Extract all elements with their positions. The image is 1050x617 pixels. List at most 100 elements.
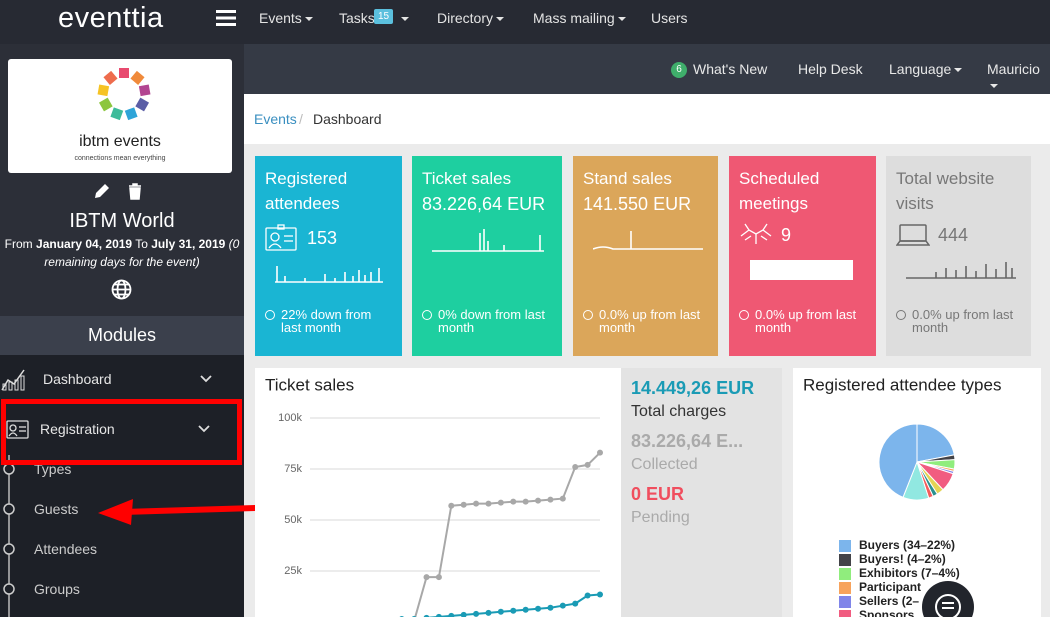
nav-item[interactable]: Mass mailing: [533, 10, 626, 26]
point: [535, 497, 542, 504]
point: [460, 611, 467, 617]
event-dates: From January 04, 2019 To July 31, 2019 (…: [0, 235, 244, 271]
sidebar-menu: [0, 355, 244, 617]
globe-icon[interactable]: [111, 279, 132, 300]
submenu-item[interactable]: Types: [34, 461, 72, 477]
card-title: Ticket sales: [422, 169, 512, 188]
point: [448, 612, 455, 617]
card-icon: [896, 224, 930, 246]
to-label: To: [135, 237, 148, 251]
edit-icons[interactable]: [93, 182, 145, 200]
point: [497, 499, 504, 506]
point: [584, 592, 591, 599]
sub-item[interactable]: Mauricio: [987, 61, 1050, 93]
sub-item[interactable]: Help Desk: [798, 61, 863, 77]
point: [559, 602, 566, 609]
point: [423, 614, 430, 617]
card-icon: [265, 224, 297, 251]
stat-card[interactable]: Ticket sales 83.226,64 EUR 0% down from …: [412, 156, 562, 356]
submenu-tree: [3, 455, 15, 617]
stat-card[interactable]: Scheduled meetings 9 0.0% up from last m…: [729, 156, 876, 356]
card-value: 83.226,64 EUR: [422, 194, 546, 214]
breadcrumb-link[interactable]: Events: [254, 111, 297, 127]
caret[interactable]: [398, 10, 409, 26]
stat-card[interactable]: Stand sales 141.550 EUR 0.0% up from las…: [573, 156, 718, 356]
submenu-item[interactable]: Attendees: [34, 541, 98, 557]
legend-swatch: [839, 540, 851, 552]
from-label: From: [4, 237, 33, 251]
dashboard-icon: [1, 369, 25, 391]
modules-title: Modules: [0, 316, 244, 355]
series-line: [414, 451, 601, 617]
card-value: 153: [307, 228, 338, 248]
chevron[interactable]: [200, 375, 212, 383]
legend-swatch: [839, 582, 851, 594]
point: [559, 495, 566, 502]
nav-item[interactable]: Directory: [437, 10, 504, 26]
menu-item[interactable]: Dashboard: [43, 371, 112, 387]
sparkline: [432, 229, 544, 252]
sparkline-placeholder: [750, 260, 853, 280]
pie-chart: Registered attendee types Buyers (34–22%…: [803, 375, 1001, 617]
point: [423, 574, 430, 581]
stat-card[interactable]: Registered attendees 153 22% down from l…: [255, 156, 402, 356]
point: [572, 463, 579, 470]
point: [584, 461, 591, 468]
nav-item[interactable]: Events: [259, 10, 313, 26]
collected: 83.226,64 E...: [631, 431, 744, 451]
event-name: IBTM World: [69, 210, 175, 232]
point: [597, 449, 603, 456]
point: [597, 591, 603, 598]
legend-swatch: [839, 596, 851, 608]
stat-card[interactable]: Total website visits 444 0.0% up from la…: [886, 156, 1031, 356]
point: [535, 605, 542, 612]
legend-label: Buyers! (4–2%): [859, 552, 946, 566]
total-label: Total charges: [631, 403, 727, 420]
start-date: January 04, 2019: [36, 237, 133, 251]
sparkline: [593, 231, 703, 250]
point: [473, 610, 480, 617]
nav-item[interactable]: Tasks: [339, 10, 375, 26]
submenu-item[interactable]: Groups: [34, 581, 80, 597]
menu-item[interactable]: Registration: [40, 421, 115, 437]
card-title: Total website visits: [896, 169, 995, 213]
submenu-item[interactable]: Guests: [34, 501, 79, 517]
point: [497, 608, 504, 615]
nav-item[interactable]: Users: [651, 10, 688, 26]
legend-swatch: [839, 554, 851, 566]
chat-button[interactable]: [921, 580, 975, 617]
point: [510, 498, 517, 505]
registration-icon: [6, 420, 29, 439]
ticket-chart: Ticket sales 25k 50k 75k 100k: [265, 375, 603, 617]
pending-label: Pending: [631, 509, 690, 526]
legend-label: Sponsors: [859, 608, 915, 617]
point: [473, 500, 480, 507]
y-tick-label: 100k: [278, 412, 302, 424]
end-date: July 31, 2019: [151, 237, 226, 251]
logo-tagline: connections mean everything: [74, 155, 166, 162]
card-title: Registered attendees: [265, 169, 348, 213]
pie-slice: [878, 423, 918, 498]
breadcrumb-separator: /: [299, 111, 303, 127]
point: [547, 604, 554, 611]
sub-item[interactable]: What's New: [693, 61, 768, 77]
pie-slice: [916, 423, 955, 463]
card-icon: [740, 223, 772, 244]
news-badge: 6: [671, 62, 687, 78]
card-change: 0.0% up from last month: [912, 307, 1014, 335]
card-change: 0.0% up from last month: [755, 307, 857, 335]
top-bar: [0, 0, 1050, 44]
point: [485, 500, 492, 507]
sparkline: [906, 262, 1016, 279]
legend-swatch: [839, 568, 851, 580]
chevron[interactable]: [198, 425, 210, 433]
sparkline: [275, 266, 383, 283]
menu-toggle[interactable]: [216, 9, 237, 27]
chart-title: Ticket sales: [265, 375, 354, 394]
breadcrumb-current: Dashboard: [313, 111, 382, 127]
card-title: Stand sales: [583, 169, 672, 188]
brand[interactable]: eventtia: [58, 2, 164, 34]
chart-title: Registered attendee types: [803, 375, 1001, 394]
sub-item[interactable]: Language: [889, 61, 962, 77]
card-change: 0% down from last month: [438, 307, 545, 335]
